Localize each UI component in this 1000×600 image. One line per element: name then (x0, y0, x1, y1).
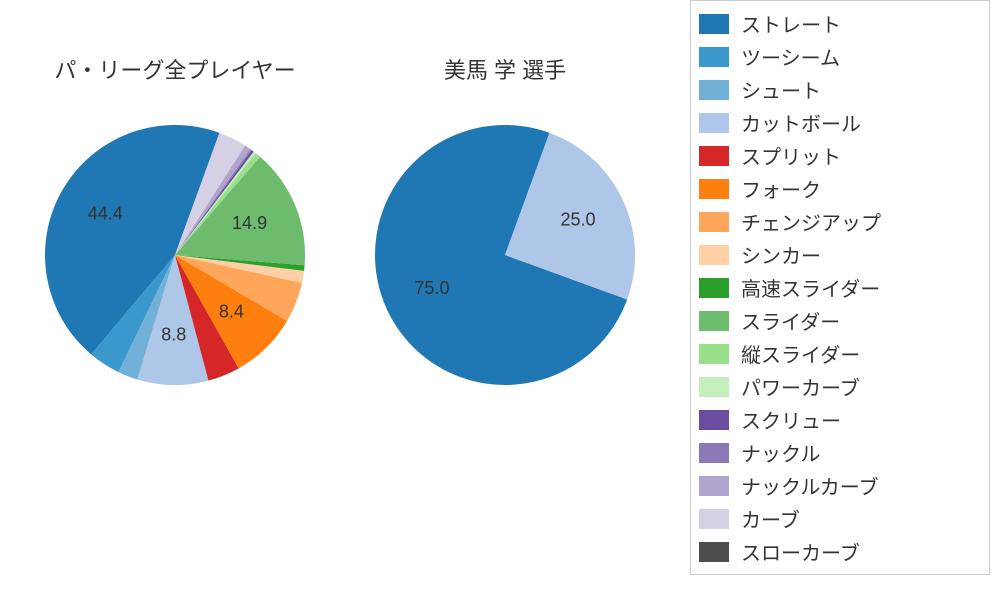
pie-slice-label: 44.4 (88, 203, 123, 223)
legend-item: ツーシーム (699, 40, 981, 73)
legend-label: シンカー (741, 240, 821, 269)
legend-label: パワーカーブ (741, 372, 860, 401)
legend-label: 縦スライダー (741, 339, 860, 368)
legend-swatch (699, 443, 729, 463)
legend-label: 高速スライダー (741, 273, 880, 302)
pie-slice-label: 25.0 (561, 210, 596, 230)
legend-item: スクリュー (699, 403, 981, 436)
legend-item: 縦スライダー (699, 337, 981, 370)
legend-swatch (699, 113, 729, 133)
legend-label: フォーク (741, 174, 821, 203)
legend-swatch (699, 377, 729, 397)
pie-slice-label: 8.4 (219, 301, 244, 321)
legend-item: シュート (699, 73, 981, 106)
pie-slice-label: 8.8 (161, 324, 186, 344)
legend: ストレートツーシームシュートカットボールスプリットフォークチェンジアップシンカー… (690, 0, 990, 575)
legend-label: スライダー (741, 306, 840, 335)
legend-item: 高速スライダー (699, 271, 981, 304)
legend-item: パワーカーブ (699, 370, 981, 403)
pie-charts-svg: パ・リーグ全プレイヤー 44.4 8.8 8.4 14.9 美馬 学 選手 75.0 25.0 (0, 0, 680, 600)
legend-label: チェンジアップ (741, 207, 881, 236)
legend-label: カットボール (741, 108, 861, 137)
legend-item: ナックル (699, 436, 981, 469)
legend-swatch (699, 509, 729, 529)
pie-title-player: 美馬 学 選手 (444, 58, 566, 83)
legend-item: スプリット (699, 139, 981, 172)
legend-item: スローカーブ (699, 535, 981, 568)
legend-swatch (699, 80, 729, 100)
legend-item: カットボール (699, 106, 981, 139)
legend-label: ツーシーム (741, 42, 840, 71)
legend-swatch (699, 179, 729, 199)
legend-label: ナックル (741, 438, 820, 467)
legend-swatch (699, 47, 729, 67)
legend-item: ナックルカーブ (699, 469, 981, 502)
legend-label: シュート (741, 75, 821, 104)
legend-swatch (699, 476, 729, 496)
legend-label: ストレート (741, 9, 841, 38)
legend-item: シンカー (699, 238, 981, 271)
legend-label: ナックルカーブ (741, 471, 879, 500)
legend-swatch (699, 410, 729, 430)
legend-label: スプリット (741, 141, 841, 170)
pie-slice-label: 14.9 (232, 213, 267, 233)
chart-container: パ・リーグ全プレイヤー 44.4 8.8 8.4 14.9 美馬 学 選手 75.0 25.0… (0, 0, 1000, 600)
legend-label: スクリュー (741, 405, 841, 434)
pie-title-league: パ・リーグ全プレイヤー (54, 58, 295, 83)
legend-item: スライダー (699, 304, 981, 337)
legend-swatch (699, 146, 729, 166)
legend-item: カーブ (699, 502, 981, 535)
legend-label: カーブ (741, 504, 800, 533)
legend-item: フォーク (699, 172, 981, 205)
pie-chart-area: パ・リーグ全プレイヤー 44.4 8.8 8.4 14.9 美馬 学 選手 75.0 25.0 (0, 0, 680, 600)
legend-swatch (699, 344, 729, 364)
legend-swatch (699, 14, 729, 34)
legend-swatch (699, 311, 729, 331)
legend-item: チェンジアップ (699, 205, 981, 238)
legend-swatch (699, 245, 729, 265)
legend-label: スローカーブ (741, 537, 860, 566)
legend-swatch (699, 542, 729, 562)
legend-item: ストレート (699, 7, 981, 40)
pie-slice-label: 75.0 (414, 278, 449, 298)
legend-swatch (699, 278, 729, 298)
legend-swatch (699, 212, 729, 232)
